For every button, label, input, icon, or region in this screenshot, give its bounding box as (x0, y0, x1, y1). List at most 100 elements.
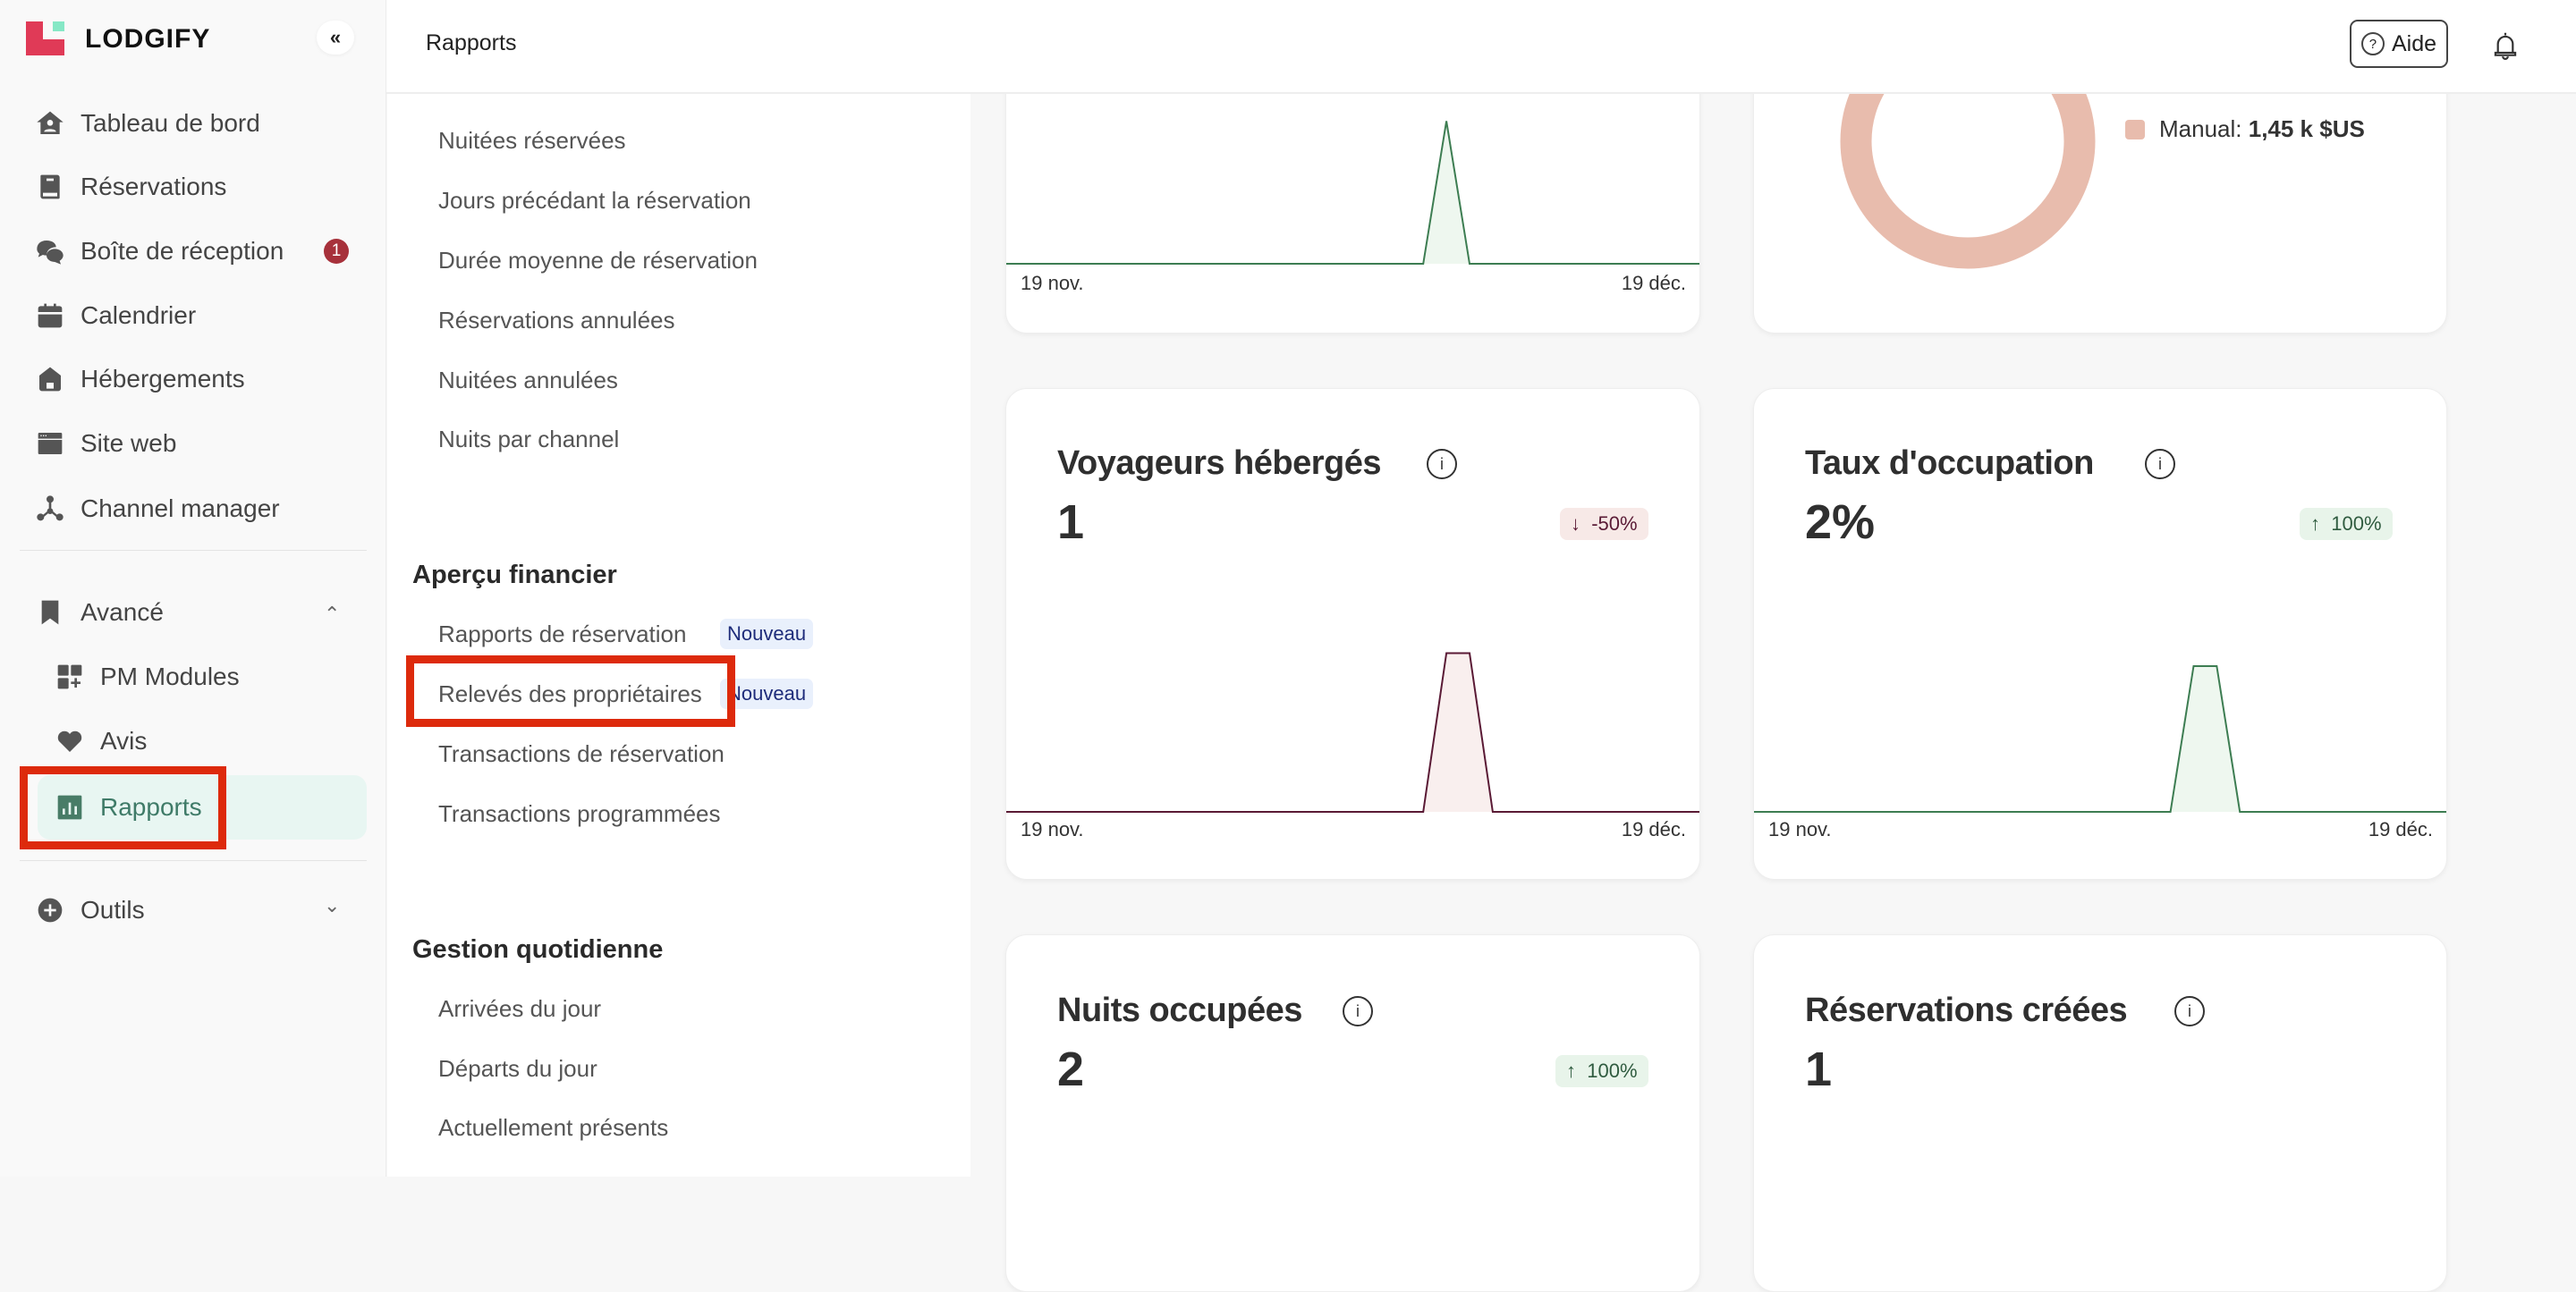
delta-value: -50% (1591, 512, 1638, 535)
bookmark-icon (41, 600, 59, 625)
chart-series-line (1006, 121, 1699, 265)
submenu-item[interactable]: Départs du jour (438, 1055, 597, 1082)
submenu-item[interactable]: Nuits par channel (438, 426, 620, 452)
top-header: Rapports ? Aide (386, 0, 2576, 94)
sidebar-item-tools[interactable]: Outils (36, 888, 145, 933)
sidebar-item-label: Hébergements (80, 365, 245, 393)
chart-series-line (1754, 664, 2446, 813)
chart-area-fill (1006, 653, 1699, 812)
sidebar-item-reviews[interactable]: Avis (55, 719, 147, 764)
card-title: Voyageurs hébergés (1057, 444, 1382, 482)
submenu-item-booking-transactions[interactable]: Transactions de réservation (438, 740, 724, 767)
legend-label: Manual: (2159, 115, 2242, 142)
delta-value: 100% (1587, 1060, 1638, 1082)
submenu-item[interactable]: Actuellement présents (438, 1114, 669, 1141)
card-title: Nuits occupées (1057, 992, 1302, 1029)
arrow-up-icon: ↑ (1566, 1060, 1576, 1082)
house-icon (39, 367, 61, 392)
metric-value: 2% (1805, 495, 1876, 549)
sidebar: LODGIFY « Tableau de bord Réservations B… (0, 0, 386, 1177)
logo[interactable]: LODGIFY (26, 21, 210, 57)
plus-circle-icon (38, 898, 63, 923)
submenu-item[interactable]: Nuitées annulées (438, 367, 618, 393)
x-axis-end-label: 19 déc. (1621, 272, 1686, 294)
legend-swatch (2125, 119, 2145, 139)
info-icon[interactable]: i (1343, 996, 1373, 1026)
help-button[interactable]: ? Aide (2350, 20, 2448, 68)
sidebar-item-rentals[interactable]: Hébergements (36, 357, 245, 401)
x-axis-start-label: 19 nov. (1021, 272, 1084, 294)
x-axis-start-label: 19 nov. (1768, 818, 1832, 840)
guests-hosted-card: Voyageurs hébergés i 1 ↓ -50% 19 nov. 19… (1005, 388, 1700, 880)
sidebar-item-website[interactable]: Site web (36, 421, 176, 466)
submenu-item[interactable]: Nuitées réservées (438, 127, 626, 154)
unread-count-badge: 1 (324, 239, 349, 264)
help-icon: ? (2360, 32, 2385, 55)
sidebar-item-calendar[interactable]: Calendrier (36, 293, 196, 338)
card-title: Réservations créées (1805, 992, 2128, 1029)
book-icon (40, 174, 60, 199)
info-icon[interactable]: i (2145, 449, 2175, 479)
line-chart (1006, 652, 1699, 813)
sidebar-divider (20, 550, 367, 551)
chart-area-fill (1754, 665, 2446, 812)
bell-icon[interactable] (2490, 30, 2521, 63)
section-heading-daily: Gestion quotidienne (412, 935, 664, 964)
arrow-up-icon: ↑ (2310, 512, 2320, 535)
sidebar-item-label: Channel manager (80, 494, 280, 522)
submenu-item[interactable]: Durée moyenne de réservation (438, 247, 758, 274)
sidebar-item-label: Rapports (100, 793, 202, 821)
sidebar-item-reservations[interactable]: Réservations (36, 165, 226, 209)
submenu-item-scheduled-transactions[interactable]: Transactions programmées (438, 800, 721, 827)
info-icon[interactable]: i (1427, 449, 1457, 479)
highlight-annotation-box (406, 655, 735, 727)
home-icon (37, 111, 64, 134)
section-heading-financial: Aperçu financier (412, 561, 617, 589)
info-icon[interactable]: i (2174, 996, 2205, 1026)
sidebar-item-label: Tableau de bord (80, 109, 260, 137)
sidebar-item-channel-manager[interactable]: Channel manager (36, 486, 280, 531)
x-axis-end-label: 19 déc. (2368, 818, 2433, 840)
browser-icon (38, 433, 63, 454)
bar-chart-icon (57, 795, 82, 820)
sidebar-item-reports[interactable]: Rapports (55, 785, 202, 830)
sidebar-item-pm-modules[interactable]: PM Modules (55, 654, 240, 699)
submenu-item[interactable]: Jours précédant la réservation (438, 187, 751, 214)
new-badge: Nouveau (720, 619, 814, 649)
network-icon (37, 495, 64, 521)
sidebar-item-label: Calendrier (80, 301, 197, 329)
chevron-down-icon[interactable]: ⌄ (324, 894, 341, 916)
delta-badge: ↓ -50% (1560, 508, 1648, 540)
submenu-item-booking-reports[interactable]: Rapports de réservation (438, 621, 687, 647)
legend-value: 1,45 k $US (2248, 115, 2365, 142)
submenu-item[interactable]: Arrivées du jour (438, 995, 602, 1022)
x-axis-end-label: 19 déc. (1621, 818, 1686, 840)
sidebar-item-label: Avis (100, 727, 148, 755)
chevron-up-icon[interactable]: ⌃ (324, 603, 341, 625)
delta-badge: ↑ 100% (2300, 508, 2393, 540)
sidebar-item-label: Réservations (80, 173, 227, 200)
submenu-item[interactable]: Réservations annulées (438, 307, 675, 334)
submenu-item-owner-statements[interactable]: Relevés des propriétaires (438, 680, 702, 707)
metric-value: 1 (1805, 1043, 1833, 1096)
sidebar-divider (20, 860, 367, 861)
metric-value: 2 (1057, 1043, 1085, 1096)
nights-occupied-card: Nuits occupées i 2 ↑ 100% (1005, 934, 1700, 1292)
collapse-sidebar-button[interactable]: « (317, 21, 354, 55)
sidebar-item-label: Boîte de réception (80, 237, 284, 265)
sidebar-item-label: Avancé (80, 598, 164, 626)
sidebar-item-dashboard[interactable]: Tableau de bord (36, 101, 260, 146)
metric-value: 1 (1057, 495, 1085, 549)
sidebar-item-inbox[interactable]: Boîte de réception (36, 229, 284, 274)
delta-badge: ↑ 100% (1555, 1055, 1648, 1087)
bookings-created-card: Réservations créées i 1 (1753, 934, 2447, 1292)
delta-value: 100% (2331, 512, 2382, 535)
sidebar-item-advanced[interactable]: Avancé (36, 590, 164, 635)
lodgify-logo-icon (26, 21, 65, 57)
reports-submenu: Nuitées réservées Jours précédant la rés… (387, 0, 970, 1177)
sidebar-item-label: PM Modules (100, 663, 240, 690)
chart-series-line (1006, 652, 1699, 813)
donut-legend: Manual: 1,45 k $US (2125, 115, 2365, 143)
highlight-annotation-box (20, 766, 226, 849)
line-chart (1754, 664, 2446, 813)
